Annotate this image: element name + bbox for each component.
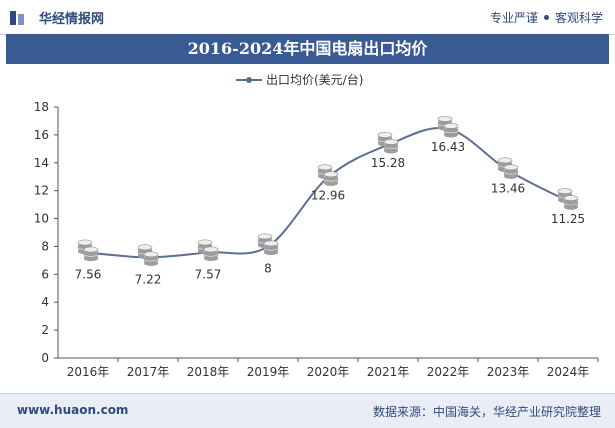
brand-name: 华经情报网: [39, 12, 105, 27]
coin-top: [437, 115, 453, 122]
x-tick-label: 2023年: [487, 365, 530, 379]
separator-dot-icon: [543, 15, 549, 20]
data-label: 8: [264, 261, 272, 275]
y-tick-label: 18: [34, 100, 49, 114]
coin-stack-icon: [437, 115, 459, 138]
y-tick-label: 2: [41, 323, 49, 337]
coin-stack-icon: [77, 239, 99, 262]
coin-top: [203, 246, 219, 253]
x-tick-label: 2018年: [187, 365, 230, 379]
coin-top: [317, 164, 333, 171]
tagline-right: 客观科学: [554, 11, 603, 25]
coin-stack-icon: [137, 244, 159, 266]
legend: 出口均价(美元/台): [236, 72, 363, 87]
y-tick-label: 12: [34, 184, 49, 198]
x-tick-label: 2017年: [127, 365, 170, 379]
coin-bottom: [504, 173, 518, 179]
data-label: 7.56: [75, 268, 102, 282]
data-label: 12.96: [311, 188, 345, 202]
tagline-left: 专业严谨: [489, 11, 538, 25]
tagline: 专业严谨 客观科学: [490, 9, 603, 26]
coin-bottom: [144, 255, 158, 261]
data-label: 16.43: [431, 140, 465, 154]
coin-top: [377, 132, 393, 138]
x-tick-label: 2020年: [307, 365, 350, 379]
coin-stack-icon: [377, 132, 399, 154]
coin-top: [503, 164, 519, 171]
website-link[interactable]: www.huaon.com: [17, 403, 129, 417]
coin-stack-icon: [257, 233, 279, 256]
coin-top: [137, 244, 153, 251]
huajing-logo-icon: [10, 11, 24, 25]
coin-top: [557, 188, 573, 195]
footer-bar: www.huaon.com 数据来源：中国海关，华经产业研究院整理: [0, 393, 615, 428]
coin-bottom: [264, 244, 278, 251]
x-tick-label: 2021年: [367, 365, 410, 379]
y-tick-label: 14: [34, 156, 49, 170]
coin-top: [197, 239, 213, 246]
coin-top: [497, 157, 513, 164]
data-source: 数据来源：中国海关，华经产业研究院整理: [372, 405, 601, 419]
y-tick-label: 4: [41, 295, 49, 309]
y-tick-label: 6: [41, 267, 49, 281]
coin-top: [263, 240, 279, 247]
coin-bottom: [564, 199, 578, 205]
data-label: 11.25: [551, 212, 585, 226]
y-tick-label: 16: [34, 128, 49, 142]
legend-label: 出口均价(美元/台): [266, 72, 363, 87]
data-label: 7.22: [135, 272, 162, 286]
coin-bottom: [384, 148, 398, 154]
coin-bottom: [84, 255, 98, 262]
x-tick-label: 2019年: [247, 365, 290, 379]
coin-bottom: [504, 168, 518, 174]
x-tick-label: 2024年: [547, 365, 590, 379]
coin-bottom: [444, 127, 458, 133]
coin-top: [83, 246, 99, 253]
x-tick-label: 2022年: [427, 365, 470, 379]
coin-top: [257, 233, 273, 240]
coin-top: [443, 122, 459, 129]
x-tick-label: 2016年: [67, 365, 110, 379]
line-chart: 0 2 4 6 8 10 12 14 16 18 2016年 2017年 2018年 2019年 2020年…: [34, 72, 599, 379]
y-tick-label: 0: [41, 351, 49, 365]
coin-stack-icon: [497, 157, 519, 179]
data-label: 13.46: [491, 181, 525, 195]
coin-top: [323, 171, 339, 178]
coin-bottom: [204, 255, 218, 262]
legend-marker-icon: [246, 77, 252, 83]
coin-bottom: [384, 143, 398, 149]
coin-top: [383, 139, 399, 145]
coin-stack-icon: [557, 188, 579, 210]
data-label: 7.57: [195, 267, 222, 281]
coin-top: [563, 195, 579, 202]
coin-bottom: [444, 132, 458, 138]
header-bar: 华经情报网 专业严谨 客观科学: [0, 0, 615, 35]
chart-title: 2016-2024年中国电扇出口均价: [6, 34, 609, 64]
coin-bottom: [144, 260, 158, 266]
coin-bottom: [324, 180, 338, 186]
y-tick-label: 10: [34, 212, 49, 226]
coin-bottom: [564, 204, 578, 210]
coin-stack-icon: [197, 239, 219, 262]
y-tick-label: 8: [41, 239, 49, 253]
coin-bottom: [204, 250, 218, 257]
coin-bottom: [84, 250, 98, 257]
coin-top: [143, 251, 159, 258]
coin-top: [77, 239, 93, 246]
coin-bottom: [324, 175, 338, 181]
data-label: 15.28: [371, 156, 405, 170]
coin-bottom: [264, 249, 278, 256]
coin-stack-icon: [317, 164, 339, 186]
